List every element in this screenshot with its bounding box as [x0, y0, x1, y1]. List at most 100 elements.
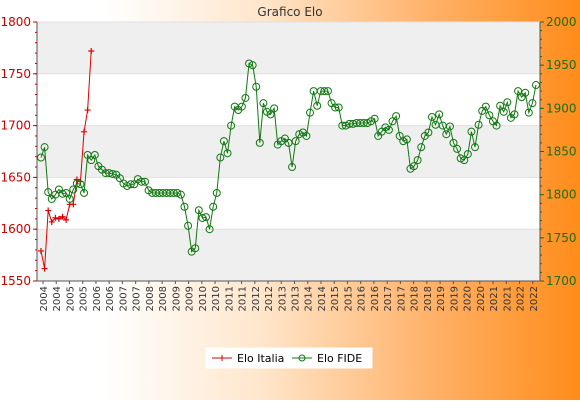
data-point-elo-fide — [284, 138, 293, 147]
data-point-elo-fide — [295, 130, 304, 139]
data-point-elo-fide — [65, 194, 74, 203]
data-point-elo-fide — [90, 150, 99, 159]
data-point-elo-fide — [410, 162, 419, 171]
data-point-elo-fide — [503, 98, 512, 107]
data-point-elo-fide — [399, 137, 408, 146]
data-point-elo-fide — [510, 110, 519, 119]
data-point-elo-fide — [270, 104, 279, 113]
y-right-tick-label: 1800 — [546, 188, 577, 202]
y-left-tick-label: 1800 — [0, 15, 31, 29]
data-point-elo-fide — [460, 156, 469, 165]
data-point-elo-fide — [141, 177, 150, 186]
y-right-tick-label: 1700 — [546, 274, 577, 288]
data-point-elo-fide — [413, 156, 422, 165]
x-tick-label: 2021 — [489, 286, 500, 311]
x-tick-label: 2018 — [423, 286, 434, 311]
data-point-elo-italia — [84, 107, 91, 114]
x-tick-label: 2020 — [463, 286, 474, 311]
data-point-elo-fide — [463, 150, 472, 159]
y-right-tick-label: 1750 — [546, 231, 577, 245]
data-point-elo-fide — [241, 93, 250, 102]
data-point-elo-fide — [496, 101, 505, 110]
data-point-elo-fide — [363, 119, 372, 128]
x-tick-label: 2017 — [396, 286, 407, 311]
data-point-elo-fide — [191, 244, 200, 253]
y-right-tick-label: 1850 — [546, 145, 577, 159]
data-point-elo-fide — [37, 153, 45, 162]
x-tick-label: 2011 — [224, 286, 235, 311]
legend-marker — [219, 355, 225, 361]
x-tick-label: 2007 — [132, 286, 143, 311]
data-point-elo-italia — [38, 247, 44, 254]
x-tick-label: 2015 — [330, 286, 341, 311]
data-point-elo-italia — [70, 201, 77, 208]
data-point-elo-fide — [384, 125, 393, 134]
y-right-tick-label: 1900 — [546, 101, 577, 115]
data-point-elo-fide — [528, 99, 537, 108]
data-point-elo-fide — [499, 107, 508, 116]
data-point-elo-fide — [216, 153, 225, 162]
x-tick-label: 2011 — [238, 286, 249, 311]
data-point-elo-fide — [449, 138, 458, 147]
data-point-elo-fide — [514, 87, 523, 96]
data-point-elo-fide — [492, 121, 501, 130]
x-tick-label: 2006 — [92, 286, 103, 311]
data-point-elo-italia — [48, 218, 55, 225]
data-point-elo-italia — [88, 48, 95, 55]
x-tick-label: 2014 — [304, 286, 315, 311]
x-tick-label: 2017 — [383, 286, 394, 311]
data-point-elo-fide — [58, 189, 67, 198]
x-tick-label: 2004 — [52, 286, 63, 311]
data-point-elo-fide — [212, 188, 221, 197]
x-tick-label: 2005 — [79, 286, 90, 311]
y-left-tick-label: 1700 — [0, 119, 31, 133]
data-point-elo-fide — [137, 177, 146, 186]
data-point-elo-fide — [481, 102, 490, 111]
x-tick-label: 2018 — [410, 286, 421, 311]
data-point-elo-fide — [126, 180, 135, 189]
data-point-elo-fide — [474, 120, 483, 129]
data-point-elo-fide — [259, 99, 268, 108]
data-point-elo-fide — [40, 143, 49, 152]
data-point-elo-fide — [417, 143, 426, 152]
data-point-elo-fide — [359, 119, 368, 128]
data-point-elo-fide — [453, 144, 462, 153]
data-point-elo-fide — [323, 87, 332, 96]
data-point-elo-italia — [55, 215, 62, 222]
data-point-elo-fide — [442, 130, 451, 139]
data-point-elo-fide — [521, 88, 530, 97]
legend-label: Elo Italia — [237, 352, 284, 365]
x-tick-label: 2016 — [370, 286, 381, 311]
data-point-elo-fide — [169, 188, 178, 197]
data-point-elo-fide — [62, 188, 71, 197]
data-point-elo-fide — [108, 169, 117, 178]
x-tick-label: 2004 — [39, 286, 50, 311]
data-point-elo-italia — [52, 214, 59, 221]
data-point-elo-fide — [331, 103, 340, 112]
data-point-elo-fide — [248, 61, 257, 70]
data-point-elo-fide — [227, 121, 236, 130]
data-point-elo-fide — [456, 154, 465, 163]
data-point-elo-fide — [72, 179, 81, 188]
data-point-elo-fide — [219, 137, 228, 146]
x-tick-label: 2005 — [65, 286, 76, 311]
data-point-elo-fide — [184, 221, 193, 230]
data-point-elo-fide — [44, 188, 53, 197]
data-point-elo-fide — [424, 128, 433, 137]
data-point-elo-fide — [532, 81, 540, 90]
data-point-elo-fide — [252, 82, 261, 91]
data-point-elo-fide — [288, 163, 297, 172]
x-tick-label: 2015 — [343, 286, 354, 311]
x-tick-label: 2012 — [264, 286, 275, 311]
data-point-elo-fide — [76, 180, 85, 189]
data-point-elo-fide — [313, 101, 322, 110]
data-point-elo-fide — [402, 135, 411, 144]
x-tick-label: 2016 — [357, 286, 368, 311]
x-tick-label: 2022 — [529, 286, 540, 311]
data-point-elo-italia — [59, 213, 66, 220]
data-point-elo-italia — [45, 207, 52, 214]
series-line-elo-fide — [40, 62, 537, 253]
x-tick-label: 2010 — [198, 286, 209, 311]
